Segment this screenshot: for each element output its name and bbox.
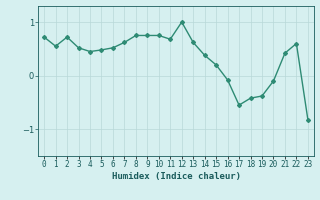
X-axis label: Humidex (Indice chaleur): Humidex (Indice chaleur) <box>111 172 241 181</box>
